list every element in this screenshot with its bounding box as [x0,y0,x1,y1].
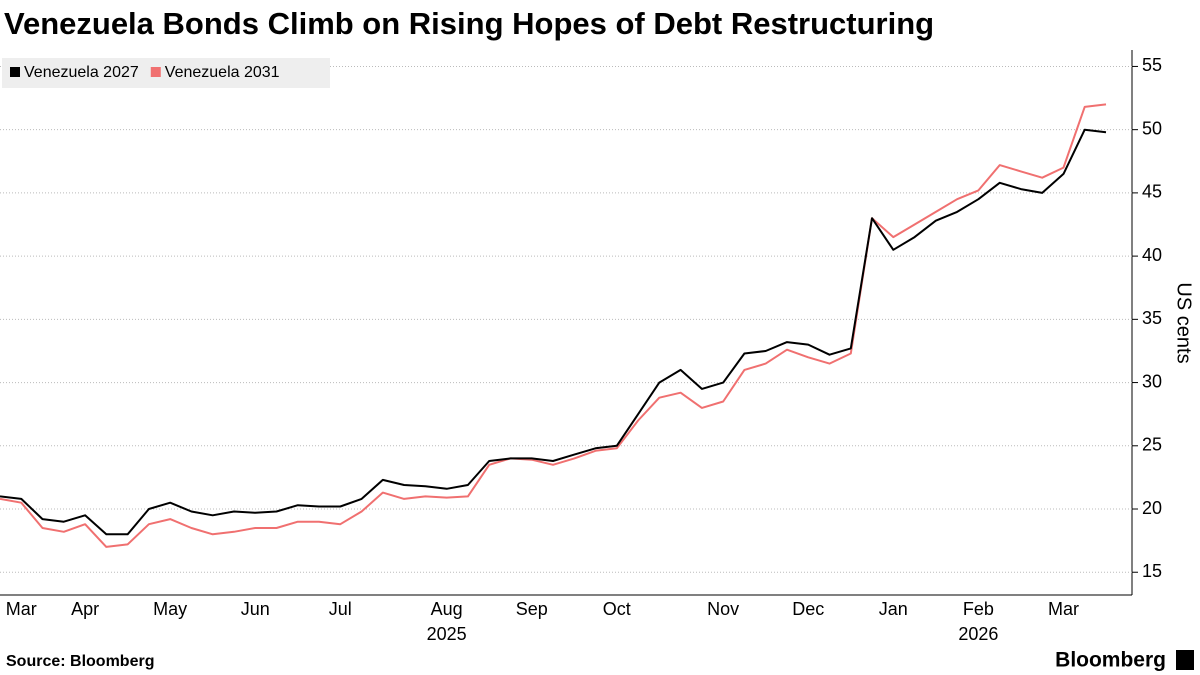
y-tick-label: 20 [1142,498,1162,518]
y-tick-label: 15 [1142,561,1162,581]
legend-swatch [150,67,161,77]
x-tick-label: Aug [431,599,463,619]
y-axis-title: US cents [1173,282,1195,363]
x-tick-label: Apr [71,599,99,619]
brand: Bloomberg [1055,649,1166,672]
x-tick-label: Nov [707,599,739,619]
y-tick-label: 35 [1142,308,1162,328]
y-tick-label: 50 [1142,118,1162,138]
y-tick-label: 30 [1142,371,1162,391]
y-tick-label: 55 [1142,55,1162,75]
x-year-label: 2026 [958,624,998,644]
series-line [0,103,1107,548]
x-tick-label: Jan [879,599,908,619]
legend-label: Venezuela 2027 [24,64,139,81]
y-tick-label: 25 [1142,435,1162,455]
x-tick-label: Dec [792,599,824,619]
x-tick-label: May [153,599,187,619]
source: Source: Bloomberg [6,653,154,670]
x-year-label: 2025 [427,624,467,644]
x-tick-label: Oct [603,599,631,619]
x-tick-label: Jun [241,599,270,619]
x-tick-label: Jul [329,599,352,619]
series-line [0,128,1107,536]
legend-swatch [10,67,20,77]
x-tick-label: Feb [963,599,994,619]
legend-box [2,58,330,88]
y-tick-label: 40 [1142,245,1162,265]
chart-title: Venezuela Bonds Climb on Rising Hopes of… [4,6,934,41]
x-tick-label: Mar [6,599,37,619]
brand-icon [1176,650,1194,670]
legend: Venezuela 2027 Venezuela 2031 [2,58,330,88]
y-tick-label: 45 [1142,182,1162,202]
x-tick-label: Sep [516,599,548,619]
x-tick-label: Mar [1048,599,1079,619]
legend-label: Venezuela 2031 [165,64,280,81]
